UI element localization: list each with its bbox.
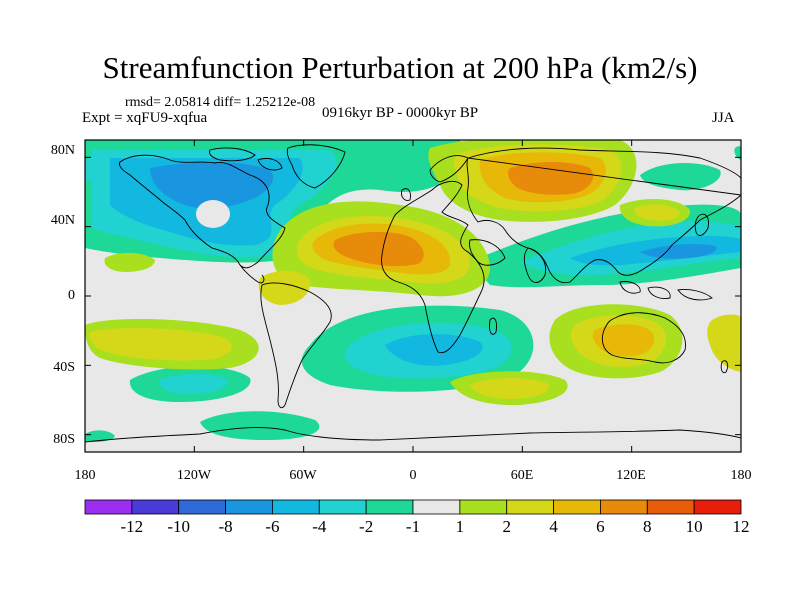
colorbar — [84, 499, 742, 515]
negative-anomaly-south-pacific-core — [159, 374, 229, 394]
lon-ticks — [84, 140, 742, 452]
positive-anomaly-australia — [549, 304, 683, 379]
colorbar-swatch — [131, 499, 180, 515]
contour-field — [85, 140, 741, 442]
positive-anomaly-eurasia — [428, 140, 637, 222]
colorbar-label: 10 — [685, 517, 703, 536]
experiment-label: Expt = xqFU9-xqfua — [82, 110, 208, 126]
period-label: 0916kyr BP - 0000kyr BP — [322, 105, 479, 121]
colorbar-label: 1 — [455, 517, 465, 536]
colorbar-label: -6 — [265, 517, 280, 536]
negative-anomaly-south-atlantic — [301, 305, 534, 392]
colorbar-swatch — [459, 499, 508, 515]
colorbar-label: 2 — [502, 517, 511, 536]
colorbar-swatch — [553, 499, 601, 515]
colorbar-label: -10 — [167, 517, 191, 536]
positive-anomaly-antarctic-east — [85, 430, 115, 442]
colorbar-swatch — [318, 499, 367, 515]
negative-anomaly-antarctic — [200, 411, 320, 440]
colorbar-label: -12 — [120, 517, 144, 536]
negative-anomaly-north-america — [85, 140, 462, 263]
positive-anomaly-south-pacific-core — [89, 328, 232, 361]
colorbar-label: -1 — [405, 517, 421, 536]
positive-anomaly-east-asia-core — [634, 204, 680, 221]
negative-anomaly-east-pacific — [104, 252, 155, 272]
colorbar-label: 4 — [549, 517, 558, 536]
lon-label-180e: 180 — [730, 468, 752, 483]
negative-anomaly-siberia — [640, 163, 721, 191]
colorbar-swatch — [272, 499, 320, 515]
positive-anomaly-south-america — [258, 270, 311, 305]
lon-label-180w: 180 — [74, 468, 96, 483]
colorbar-swatch — [178, 499, 226, 515]
colorbar-swatch — [646, 499, 695, 515]
lon-label-0: 0 — [409, 468, 417, 483]
positive-anomaly-north-africa — [272, 201, 491, 297]
lat-label-80n: 80N — [50, 143, 75, 158]
colorbar-label: 6 — [596, 517, 605, 536]
colorbar-label: 8 — [643, 517, 652, 536]
colorbar-swatch — [84, 499, 133, 515]
lat-label-0: 0 — [68, 288, 75, 303]
negative-anomaly-west-pacific — [470, 204, 741, 288]
positive-anomaly-arctic-east — [734, 146, 741, 160]
lat-label-40s: 40S — [53, 360, 75, 375]
map-title: Streamfunction Perturbation at 200 hPa (… — [102, 50, 698, 85]
lat-label-40n: 40N — [50, 213, 75, 228]
positive-anomaly-east-australia — [707, 314, 741, 372]
positive-anomaly-indian-ocean-core — [470, 378, 549, 399]
lon-label-60e: 60E — [510, 468, 534, 483]
colorbar-label: -4 — [312, 517, 327, 536]
lon-label-60w: 60W — [289, 468, 317, 483]
colorbar-swatch — [225, 499, 273, 515]
rmsd-label: rmsd= 2.05814 diff= 1.25212e-08 — [125, 95, 316, 110]
lon-label-120e: 120E — [616, 468, 646, 483]
colorbar-swatch — [506, 499, 554, 515]
coastlines — [85, 144, 741, 443]
lat-ticks — [85, 156, 741, 436]
lat-label-80s: 80S — [53, 432, 75, 447]
colorbar-swatch — [412, 499, 461, 515]
lon-label-120w: 120W — [176, 468, 212, 483]
colorbar-label: 12 — [732, 517, 750, 536]
colorbar-swatch — [693, 499, 742, 515]
colorbar-label: -8 — [218, 517, 233, 536]
season-label: JJA — [712, 110, 735, 126]
colorbar-swatch — [365, 499, 414, 515]
colorbar-label: -2 — [359, 517, 374, 536]
colorbar-swatch — [600, 499, 648, 515]
